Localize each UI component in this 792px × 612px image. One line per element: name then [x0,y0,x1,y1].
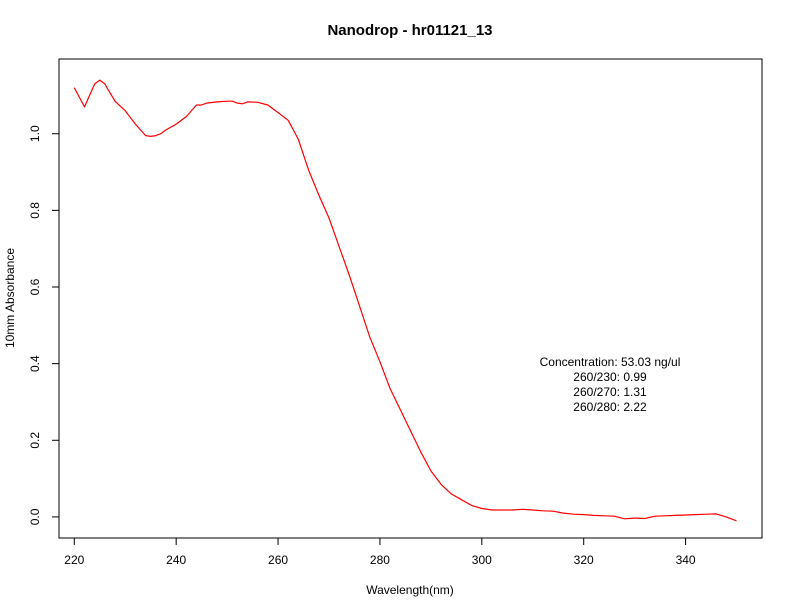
y-tick-label: 0.0 [28,508,42,525]
y-tick-label: 0.6 [28,278,42,295]
y-axis-label: 10mm Absorbance [3,248,17,348]
annotation-ratio-260-270: 260/270: 1.31 [573,385,647,399]
y-tick-label: 0.4 [28,355,42,372]
x-axis: 220 240 260 280 300 320 340 [64,537,696,567]
chart-title: Nanodrop - hr01121_13 [327,22,492,39]
annotation-block: Concentration: 53.03 ng/ul 260/230: 0.99… [540,355,681,414]
y-axis: 0.0 0.2 0.4 0.6 0.8 1.0 [28,125,60,525]
annotation-concentration: Concentration: 53.03 ng/ul [540,355,681,369]
x-tick-label: 220 [64,553,84,567]
series-layer [73,79,737,522]
x-tick-label: 340 [676,553,696,567]
y-tick-label: 0.8 [28,202,42,219]
x-axis-label: Wavelength(nm) [366,583,454,597]
x-tick-label: 260 [268,553,288,567]
x-tick-label: 300 [472,553,492,567]
annotation-ratio-260-280: 260/280: 2.22 [573,400,647,414]
x-tick-label: 240 [166,553,186,567]
x-tick-label: 280 [370,553,390,567]
absorbance-series-line [73,79,737,522]
x-tick-label: 320 [574,553,594,567]
y-tick-label: 0.2 [28,432,42,449]
annotation-ratio-260-230: 260/230: 0.99 [573,370,647,384]
y-tick-label: 1.0 [28,125,42,142]
